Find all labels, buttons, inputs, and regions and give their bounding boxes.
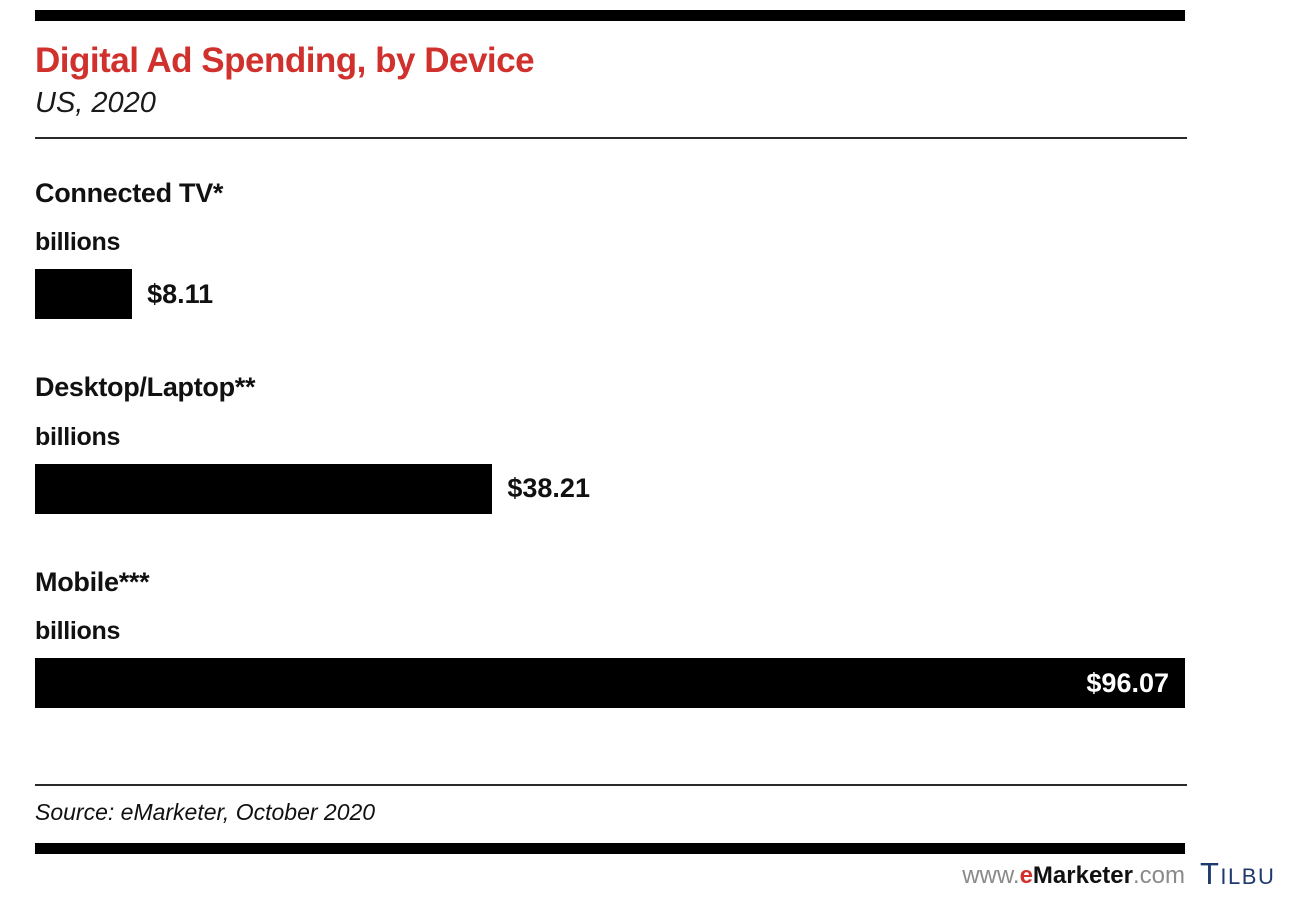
emarketer-credit: www.eMarketer.com	[962, 862, 1185, 890]
bar-line: $38.21	[35, 463, 1185, 514]
source-divider	[35, 784, 1187, 787]
bar-line: $8.11	[35, 269, 1185, 320]
top-rule	[35, 10, 1185, 21]
category-label: Mobile***	[35, 566, 150, 597]
unit-label: billions	[35, 617, 121, 646]
chart-figure: Digital Ad Spending, by Device US, 2020 …	[35, 10, 1274, 900]
site-prefix: www.	[962, 861, 1020, 889]
footer-line: www.eMarketer.com Tilbu	[35, 856, 1274, 900]
bottom-rule	[35, 842, 1185, 854]
header-divider	[35, 137, 1187, 140]
value-label: $8.11	[147, 278, 214, 309]
brand-rest: Marketer	[1032, 861, 1133, 889]
unit-label: billions	[35, 228, 121, 257]
brand-e: e	[1019, 861, 1033, 889]
category-label: Desktop/Laptop**	[35, 372, 256, 403]
bar-line: $96.07	[35, 658, 1185, 709]
bar-row-desktop-laptop: Desktop/Laptop** billions $38.21	[35, 371, 1265, 514]
chart-title: Digital Ad Spending, by Device	[35, 41, 535, 80]
emarketer-brand: eMarketer	[1020, 862, 1133, 889]
watermark-text: Tilbu	[1200, 855, 1276, 891]
bar-desktop-laptop	[35, 463, 493, 514]
value-label: $38.21	[507, 473, 590, 504]
site-suffix: .com	[1132, 861, 1185, 889]
unit-label: billions	[35, 422, 121, 451]
value-label: $96.07	[1086, 667, 1169, 698]
bar-row-connected-tv: Connected TV* billions $8.11	[35, 177, 1265, 320]
chart-subtitle: US, 2020	[35, 87, 156, 120]
category-label: Connected TV*	[35, 178, 224, 209]
source-note: Source: eMarketer, October 2020	[35, 799, 376, 826]
bar-connected-tv	[35, 269, 133, 320]
bar-row-mobile: Mobile*** billions $96.07	[35, 566, 1265, 709]
bar-mobile: $96.07	[35, 658, 1185, 709]
